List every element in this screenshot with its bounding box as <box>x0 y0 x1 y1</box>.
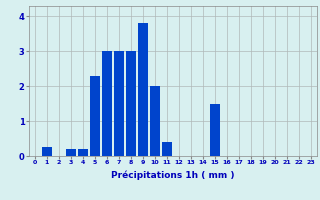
Bar <box>78 149 88 156</box>
Bar <box>90 76 100 156</box>
Bar <box>126 51 136 156</box>
Bar <box>138 23 148 156</box>
X-axis label: Précipitations 1h ( mm ): Précipitations 1h ( mm ) <box>111 171 235 180</box>
Bar <box>42 147 52 156</box>
Bar <box>102 51 112 156</box>
Bar <box>162 142 172 156</box>
Bar <box>114 51 124 156</box>
Bar <box>210 104 220 156</box>
Bar <box>66 149 76 156</box>
Bar <box>150 86 160 156</box>
